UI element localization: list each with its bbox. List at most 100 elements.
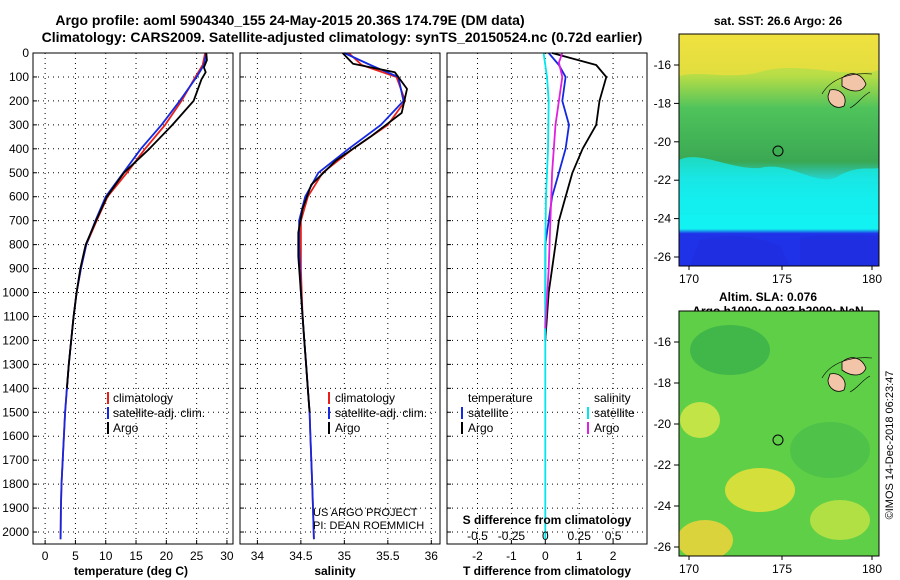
legend-salinity-title: salinity bbox=[594, 391, 631, 405]
s-difference-label: S difference from climatology bbox=[463, 513, 632, 527]
salinity-frame bbox=[239, 52, 441, 545]
y-tick-label: 1900 bbox=[2, 501, 29, 515]
lon-tick-label: 175 bbox=[772, 562, 792, 576]
legend-t-argo-label: Argo bbox=[468, 421, 494, 435]
y-tick-label: 800 bbox=[9, 238, 29, 252]
s-tick-label: -0.5 bbox=[467, 529, 488, 543]
x-tick-label: 34 bbox=[251, 549, 265, 563]
y-tick-label: 100 bbox=[9, 70, 29, 84]
figure-title-line1: Argo profile: aoml 5904340_155 24-May-20… bbox=[55, 12, 524, 28]
series-line-satellite-adj-clim- bbox=[59, 52, 208, 540]
lat-tick-label: -26 bbox=[654, 250, 672, 264]
sla-dark-patch bbox=[690, 325, 770, 375]
deep-blue-patch-east bbox=[800, 234, 879, 266]
deep-blue-patch bbox=[690, 236, 790, 266]
lat-tick-label: -16 bbox=[654, 58, 672, 72]
series-line-s-satellite bbox=[542, 52, 550, 540]
y-tick-label: 400 bbox=[9, 142, 29, 156]
s-tick-label: -0.25 bbox=[498, 529, 526, 543]
series-line-argo bbox=[66, 52, 208, 389]
legend-climatology-label: climatology bbox=[113, 391, 173, 405]
lat-tick-label: -24 bbox=[654, 499, 672, 513]
salinity-panel: 34 34.5 35 35.5 36 salinity climatology sate… bbox=[239, 52, 441, 578]
legend-temperature-title: temperature bbox=[468, 391, 533, 405]
salinity-axis-label: salinity bbox=[314, 564, 356, 578]
sla-high-patch bbox=[725, 468, 795, 512]
y-tick-label: 1100 bbox=[3, 309, 29, 323]
warm-water-patch bbox=[679, 34, 879, 76]
argo-position-marker bbox=[772, 145, 784, 157]
lon-tick-label: 180 bbox=[862, 272, 882, 286]
x-tick-label: 30 bbox=[220, 549, 234, 563]
lat-tick-label: -22 bbox=[654, 458, 672, 472]
project-credit-line2: PI: DEAN ROEMMICH bbox=[313, 520, 424, 532]
x-tick-label: -2 bbox=[472, 549, 483, 563]
sla-high-patch bbox=[680, 402, 720, 438]
y-tick-label: 0 bbox=[22, 46, 29, 60]
y-tick-label: 600 bbox=[9, 190, 29, 204]
y-tick-label: 1400 bbox=[2, 381, 29, 395]
legend-argo-label: Argo bbox=[335, 421, 361, 435]
lat-tick-label: -22 bbox=[654, 173, 672, 187]
x-tick-label: 20 bbox=[160, 549, 174, 563]
temperature-frame bbox=[32, 52, 234, 545]
x-tick-label: 2 bbox=[610, 549, 617, 563]
series-line-s-argo bbox=[544, 52, 564, 329]
sst-map-frame bbox=[678, 33, 880, 267]
x-tick-label: 0 bbox=[542, 549, 549, 563]
reef-outline bbox=[821, 73, 873, 109]
series-line-climatology bbox=[299, 52, 407, 540]
x-tick-label: 35 bbox=[338, 549, 352, 563]
x-tick-label: 25 bbox=[190, 549, 204, 563]
sla-high-patch bbox=[810, 500, 870, 540]
temperature-axis-label: temperature (deg C) bbox=[74, 564, 188, 578]
series-line-climatology bbox=[59, 52, 206, 540]
lon-tick-label: 170 bbox=[679, 562, 699, 576]
lat-tick-label: -24 bbox=[654, 212, 672, 226]
series-line-t-argo bbox=[544, 52, 608, 341]
y-tick-label: 1800 bbox=[2, 477, 29, 491]
y-tick-label: 1700 bbox=[2, 453, 29, 467]
fiji-island-south bbox=[827, 89, 846, 108]
y-tick-label: 300 bbox=[9, 118, 29, 132]
sla-map: Altim. SLA: 0.076 Argo h1000: 0.083 h200… bbox=[654, 290, 896, 576]
legend-satellite-label: satellite-adj. clim. bbox=[113, 406, 205, 420]
legend-argo-label: Argo bbox=[113, 421, 139, 435]
s-tick-label: 0 bbox=[542, 529, 549, 543]
y-tick-label: 1300 bbox=[2, 357, 29, 371]
x-tick-label: 36 bbox=[425, 549, 439, 563]
x-tick-label: 15 bbox=[129, 549, 143, 563]
sla-low-patch bbox=[790, 422, 870, 478]
cold-water-patch bbox=[679, 157, 879, 215]
lat-tick-label: -16 bbox=[654, 335, 672, 349]
fiji-island-south bbox=[827, 373, 846, 392]
difference-panel: -2 -1 0 1 2 -0.5 -0.25 0 0.25 0.5 S difference f… bbox=[446, 52, 648, 578]
lon-tick-label: 170 bbox=[679, 272, 699, 286]
imos-credit: ©IMOS 14-Dec-2018 06:23:47 bbox=[884, 371, 896, 520]
legend-s-satellite-label: satellite bbox=[594, 406, 635, 420]
x-tick-label: 1 bbox=[576, 549, 583, 563]
y-tick-label: 200 bbox=[9, 94, 29, 108]
temperature-legend: climatology satellite-adj. clim. Argo bbox=[107, 391, 205, 435]
temperature-panel: 0100200300400500600700800900100011001200… bbox=[2, 46, 234, 578]
fiji-island bbox=[841, 73, 867, 92]
y-tick-label: 1200 bbox=[2, 333, 29, 347]
lon-tick-label: 180 bbox=[862, 562, 882, 576]
lon-tick-label: 175 bbox=[772, 272, 792, 286]
argo-position-marker bbox=[772, 434, 784, 446]
sla-map-title-line1: Altim. SLA: 0.076 bbox=[719, 290, 817, 304]
difference-legend: temperature satellite Argo salinity sate… bbox=[461, 391, 635, 435]
legend-climatology-label: climatology bbox=[335, 391, 395, 405]
project-credit-line1: US ARGO PROJECT bbox=[313, 507, 418, 519]
lat-tick-label: -26 bbox=[654, 540, 672, 554]
lat-tick-label: -18 bbox=[654, 376, 672, 390]
t-difference-axis-label: T difference from climatology bbox=[463, 564, 631, 578]
s-tick-label: 0.5 bbox=[605, 529, 622, 543]
lat-tick-label: -18 bbox=[654, 96, 672, 110]
fiji-island bbox=[841, 357, 867, 376]
y-tick-label: 1600 bbox=[2, 429, 29, 443]
x-tick-label: 10 bbox=[99, 549, 113, 563]
lat-tick-label: -20 bbox=[654, 417, 672, 431]
difference-frame bbox=[446, 52, 648, 545]
lat-tick-label: -20 bbox=[654, 135, 672, 149]
